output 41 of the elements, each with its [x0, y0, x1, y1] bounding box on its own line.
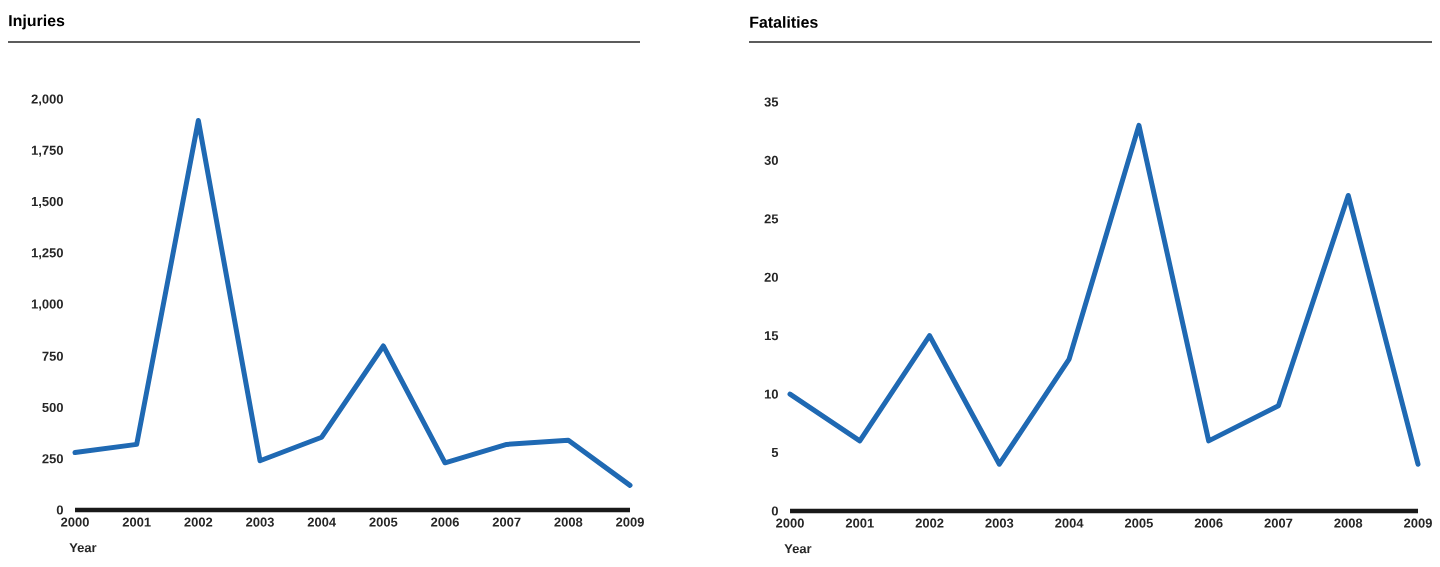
x-tick-label: 2004 — [1055, 518, 1084, 528]
x-tick-label: 2004 — [307, 517, 337, 527]
x-tick-label: 2003 — [246, 517, 274, 527]
y-tick-label: 35 — [764, 97, 779, 107]
x-tick-label: 2009 — [616, 517, 644, 527]
y-tick-label: 1,000 — [31, 299, 63, 311]
x-tick-label: 2000 — [776, 518, 804, 528]
y-tick-label: 0 — [771, 506, 778, 516]
chart-title: Fatalities — [750, 16, 818, 28]
x-tick-label: 2008 — [1334, 518, 1363, 528]
x-tick-label: 2007 — [1264, 518, 1293, 528]
x-tick-label: 2009 — [1404, 518, 1432, 528]
y-tick-label: 1,750 — [31, 145, 63, 157]
y-tick-label: 1,250 — [31, 248, 63, 260]
x-tick-label: 2006 — [431, 517, 459, 527]
y-tick-label: 500 — [42, 402, 63, 413]
x-tick-label: 2001 — [845, 518, 874, 528]
x-tick-label: 2008 — [554, 517, 583, 527]
x-tick-label: 2002 — [915, 518, 944, 528]
y-tick-label: 1,500 — [31, 196, 63, 208]
y-tick-label: 10 — [764, 389, 778, 399]
y-tick-label: 0 — [56, 505, 63, 515]
y-tick-label: 25 — [764, 214, 779, 224]
x-tick-label: 2007 — [492, 517, 521, 527]
y-tick-label: 750 — [42, 351, 63, 361]
x-axis-title: Year — [784, 544, 812, 554]
x-tick-label: 2006 — [1194, 518, 1223, 528]
x-axis-title: Year — [69, 543, 97, 553]
x-tick-label: 2002 — [184, 517, 213, 527]
y-tick-label: 250 — [42, 454, 63, 464]
x-tick-label: 2000 — [61, 517, 89, 527]
chart-title: Injuries — [9, 14, 65, 30]
x-tick-label: 2001 — [122, 517, 151, 527]
y-tick-label: 2,000 — [31, 94, 63, 106]
y-tick-label: 20 — [764, 272, 778, 282]
x-tick-label: 2005 — [369, 517, 398, 527]
y-tick-label: 15 — [764, 331, 779, 341]
x-tick-label: 2003 — [985, 518, 1014, 528]
x-tick-label: 2005 — [1124, 518, 1153, 528]
y-tick-label: 5 — [771, 448, 779, 458]
y-tick-label: 30 — [764, 155, 778, 165]
